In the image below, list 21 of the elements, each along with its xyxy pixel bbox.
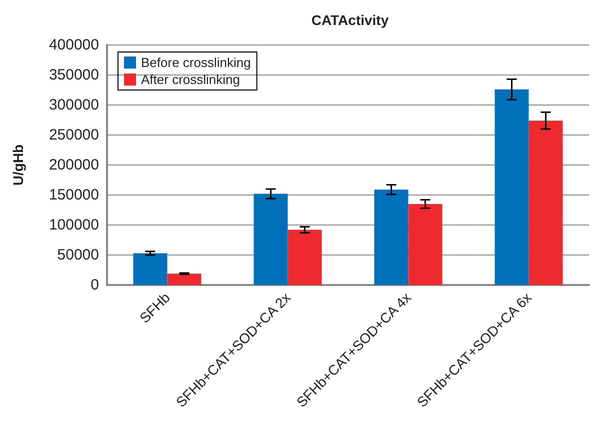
y-tick-label: 150000	[48, 186, 99, 204]
y-tick-label: 100000	[48, 216, 99, 234]
bar	[374, 190, 408, 285]
y-tick-label: 0	[90, 276, 99, 294]
y-tick-label: 350000	[48, 66, 99, 84]
y-tick-label: 200000	[48, 156, 99, 174]
y-axis-title: U/gHb	[10, 144, 26, 186]
legend-label: After crosslinking	[141, 72, 240, 87]
bar	[254, 194, 288, 285]
bar	[494, 89, 529, 285]
bar	[408, 204, 442, 285]
bar	[167, 274, 202, 285]
y-tick-label: 300000	[48, 96, 99, 114]
y-tick-label: 400000	[48, 36, 99, 54]
chart-title: CATActivity	[311, 12, 389, 28]
bar	[528, 120, 563, 285]
bar	[288, 230, 322, 285]
y-tick-label: 250000	[48, 126, 99, 144]
bar	[133, 253, 168, 285]
y-tick-label: 50000	[57, 246, 99, 264]
legend-label: Before crosslinking	[141, 55, 251, 70]
